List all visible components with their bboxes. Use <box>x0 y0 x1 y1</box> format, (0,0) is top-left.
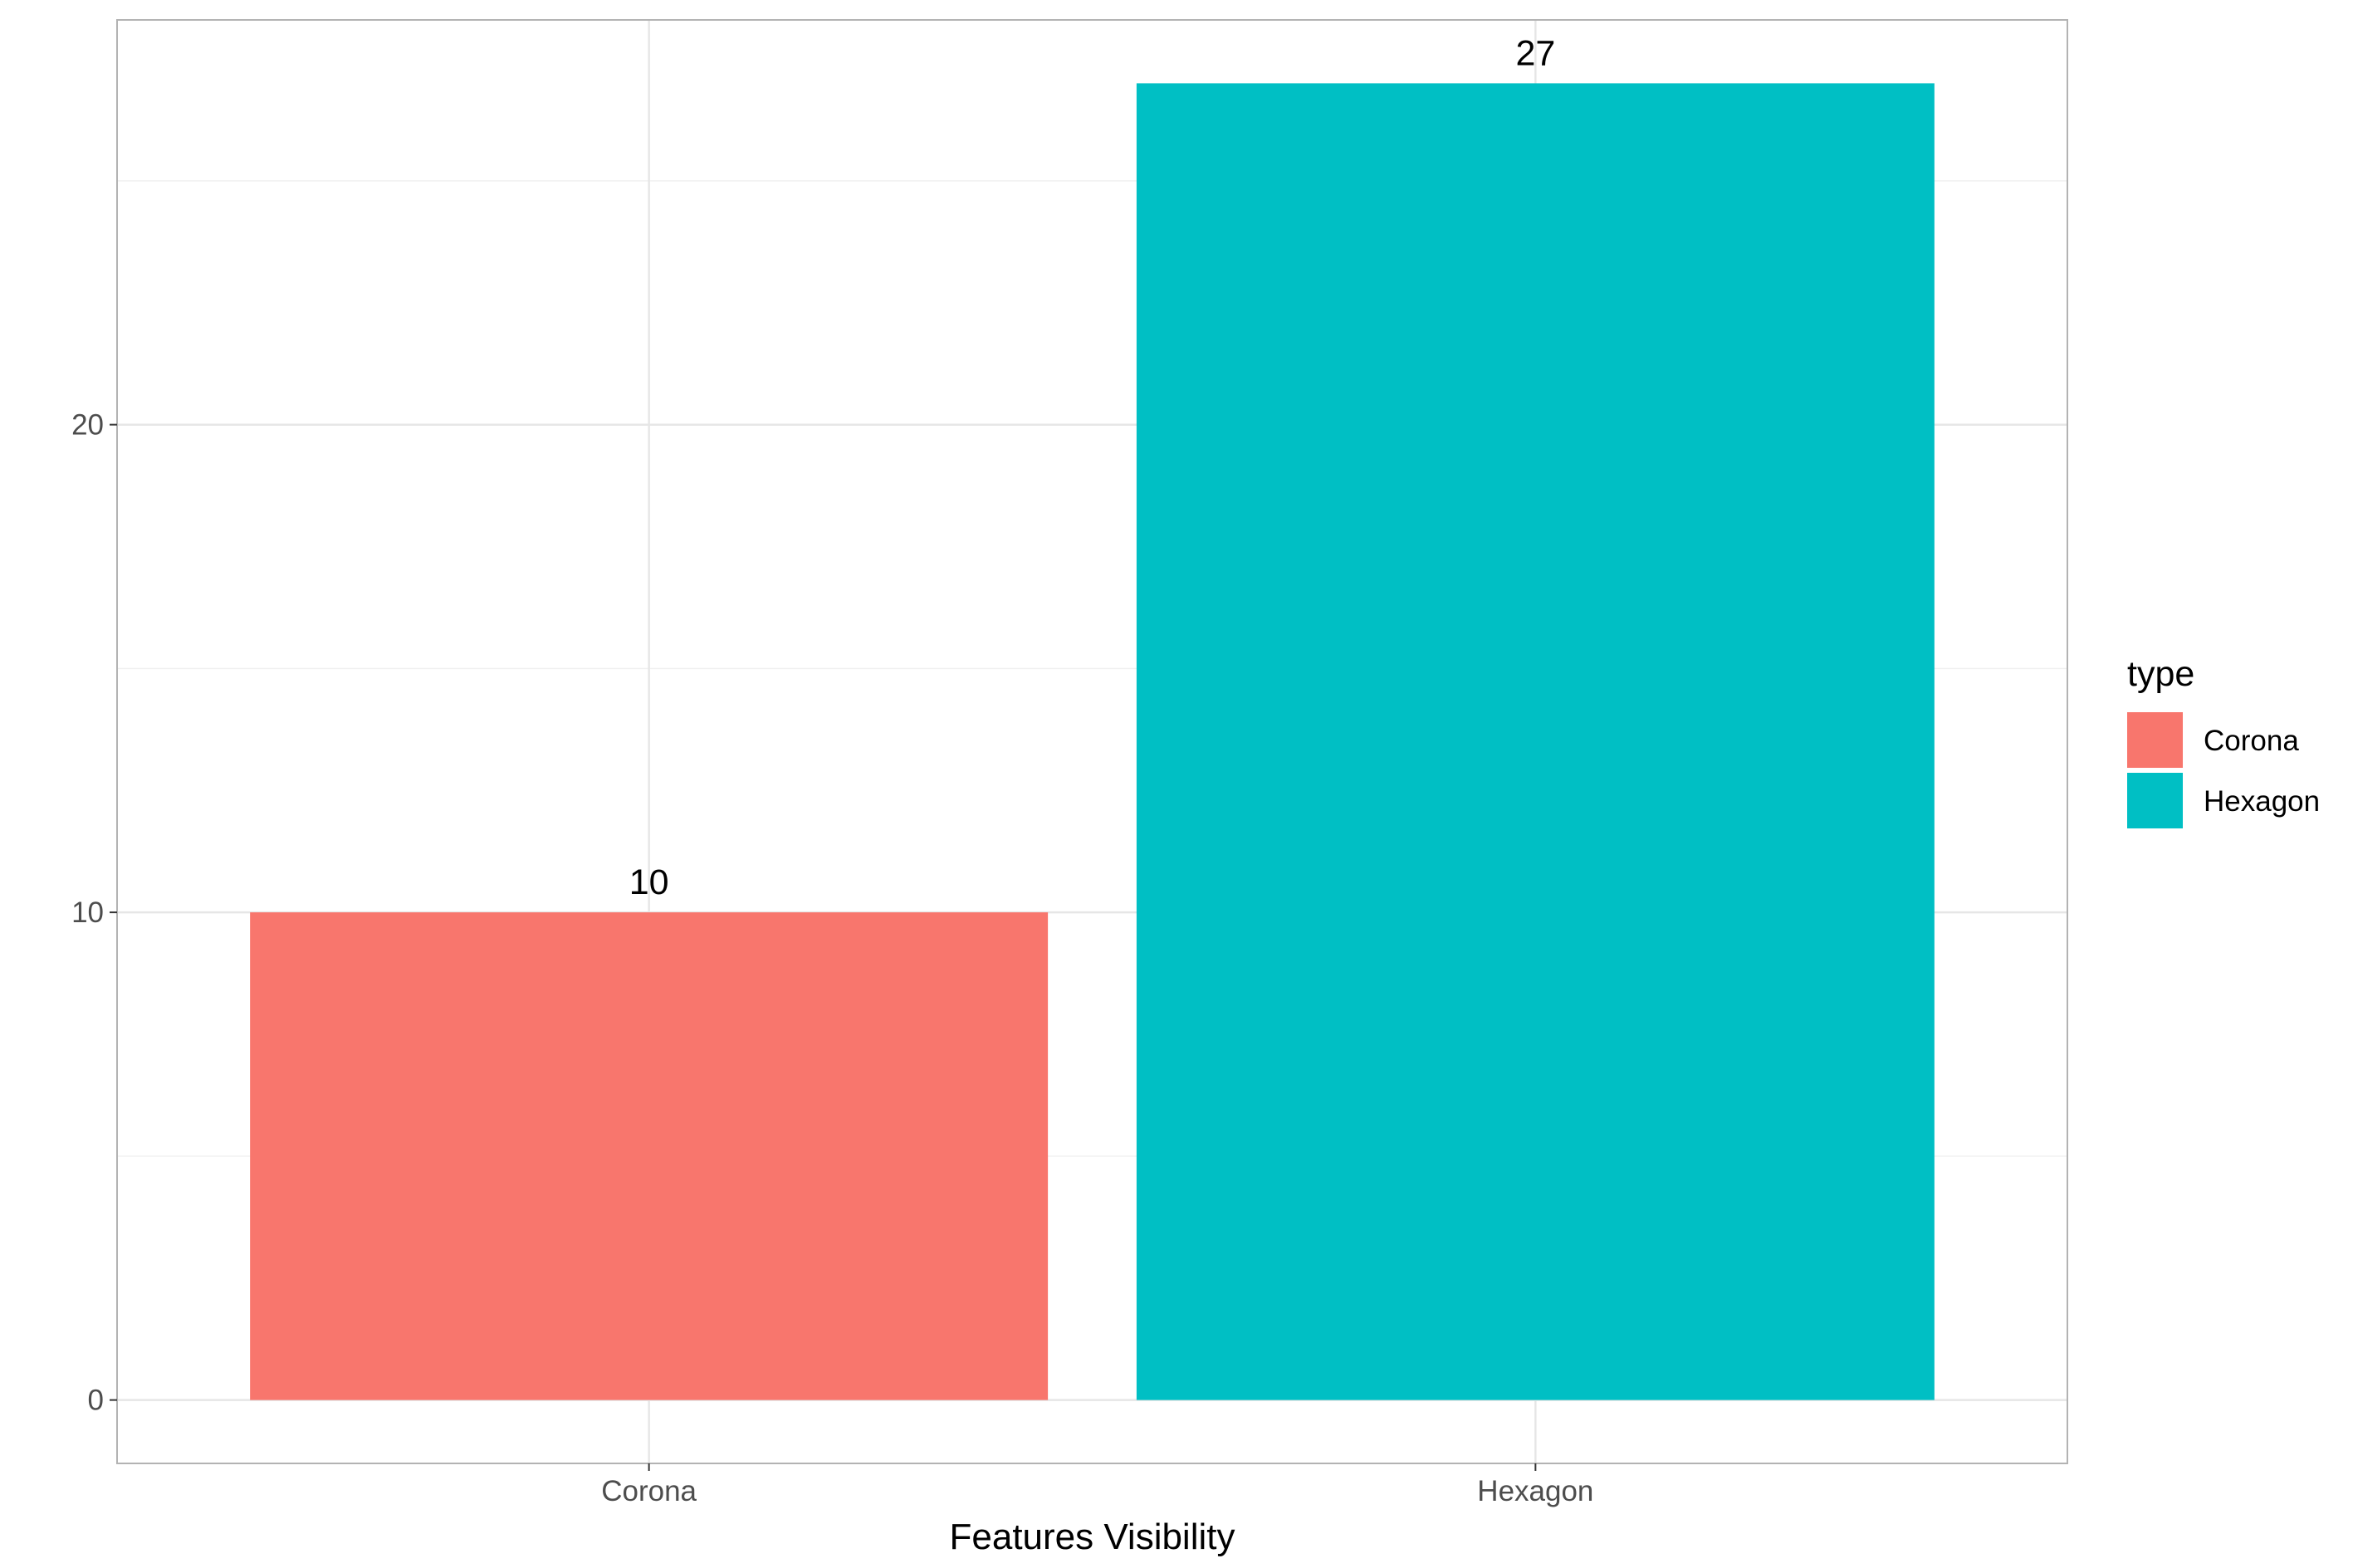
x-tick-label-corona: Corona <box>601 1475 697 1507</box>
axes: 0 10 20 Corona Hexagon <box>71 409 1593 1507</box>
bars <box>250 83 1935 1400</box>
data-label-hexagon: 27 <box>1515 33 1555 73</box>
bar-hexagon <box>1136 83 1935 1400</box>
legend: type Corona Hexagon <box>2127 654 2320 828</box>
legend-entries: Corona Hexagon <box>2127 712 2320 828</box>
legend-title: type <box>2127 654 2194 694</box>
panel-border <box>116 19 2068 1464</box>
legend-key-hexagon <box>2127 773 2183 828</box>
y-tick-label: 0 <box>88 1385 104 1417</box>
legend-key-corona <box>2127 712 2183 768</box>
data-labels: 10 27 <box>629 33 1556 902</box>
x-axis-title: Features Visibility <box>950 1517 1235 1557</box>
y-tick-label: 10 <box>71 896 104 929</box>
x-tick-label-hexagon: Hexagon <box>1477 1475 1593 1507</box>
legend-label-hexagon: Hexagon <box>2204 785 2320 818</box>
legend-label-corona: Corona <box>2204 725 2299 757</box>
data-label-corona: 10 <box>629 862 669 902</box>
bar-corona <box>250 912 1049 1400</box>
y-tick-label: 20 <box>71 409 104 442</box>
